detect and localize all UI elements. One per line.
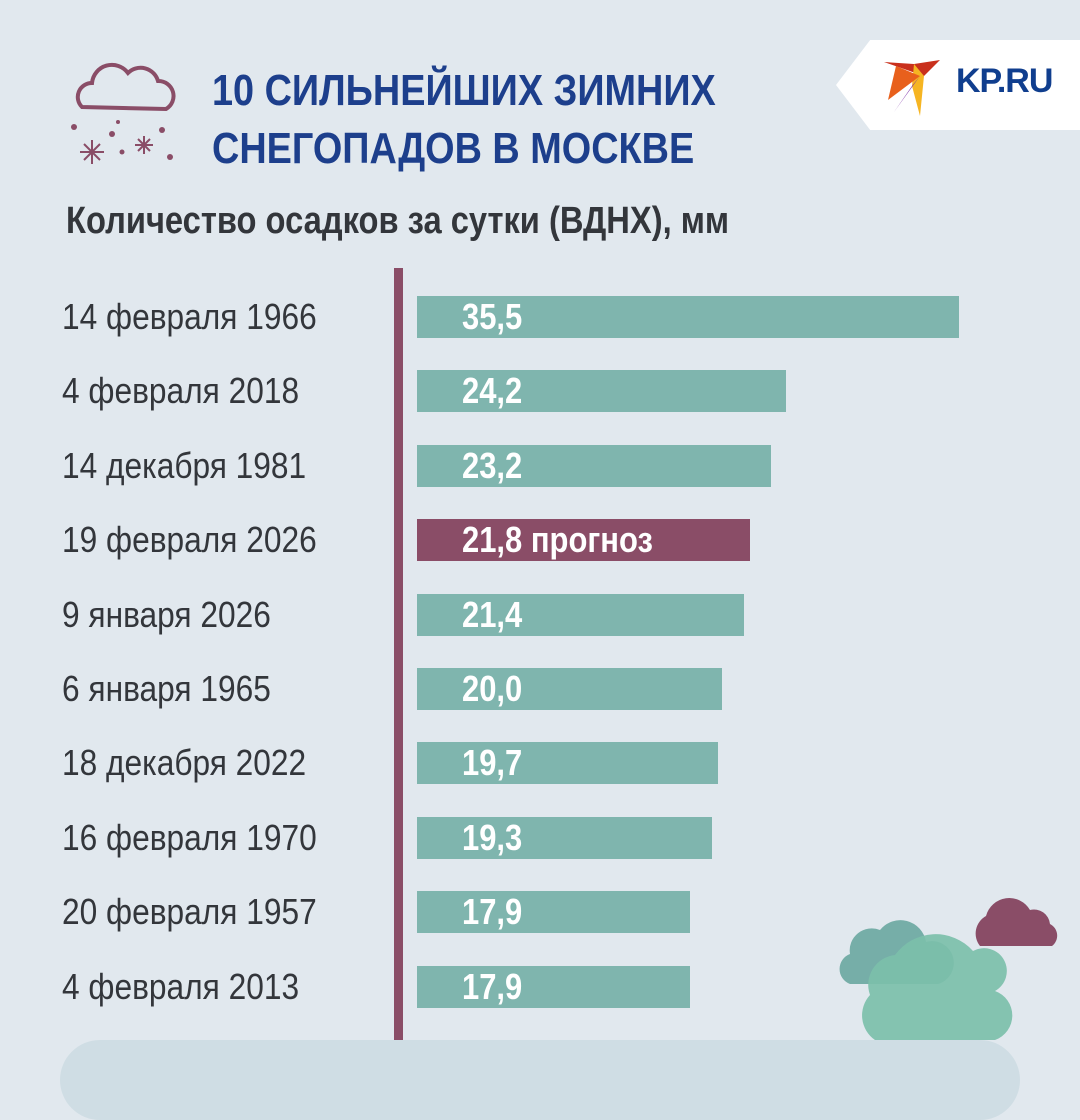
value-label: 21,8 прогноз — [462, 519, 653, 561]
page-title: 10 СИЛЬНЕЙШИХ ЗИМНИХ СНЕГОПАДОВ В МОСКВЕ — [212, 62, 716, 178]
logo-text: KP.RU — [956, 62, 1053, 100]
title-line-1: 10 СИЛЬНЕЙШИХ ЗИМНИХ — [212, 66, 716, 115]
category-label: 20 февраля 1957 — [62, 891, 317, 933]
value-label: 19,7 — [462, 742, 523, 784]
clouds-decoration — [820, 880, 1080, 1085]
snow-cloud-icon — [62, 52, 182, 182]
category-label: 14 декабря 1981 — [62, 444, 307, 486]
bar — [417, 965, 691, 1008]
bar — [417, 816, 712, 859]
category-label: 4 февраля 2013 — [62, 965, 300, 1007]
bar — [417, 593, 744, 636]
value-label: 35,5 — [462, 296, 523, 337]
value-label: 17,9 — [462, 891, 523, 933]
cloud-icon — [975, 898, 1058, 946]
value-label: 17,9 — [462, 965, 523, 1007]
value-label: 24,2 — [462, 370, 523, 412]
kp-logo[interactable]: KP.RU — [836, 40, 1080, 130]
category-label: 18 декабря 2022 — [62, 742, 307, 784]
bar — [417, 370, 787, 413]
footer-panel — [60, 1040, 1020, 1120]
value-label: 21,4 — [462, 593, 523, 635]
bar — [417, 742, 718, 785]
bar — [417, 296, 959, 338]
bar — [417, 444, 772, 487]
value-label: 23,2 — [462, 444, 523, 486]
bar — [417, 519, 750, 562]
axis-line — [394, 268, 403, 1080]
value-label: 19,3 — [462, 816, 523, 858]
bar — [417, 891, 691, 934]
chart-title: Количество осадков за сутки (ВДНХ), мм — [66, 200, 730, 242]
value-label: 20,0 — [462, 668, 523, 709]
category-label: 14 февраля 1966 — [62, 296, 317, 337]
category-label: 19 февраля 2026 — [62, 519, 317, 561]
category-label: 16 февраля 1970 — [62, 816, 317, 858]
bird-icon — [884, 60, 940, 116]
category-label: 4 февраля 2018 — [62, 370, 300, 412]
title-line-2: СНЕГОПАДОВ В МОСКВЕ — [212, 124, 695, 173]
bar — [417, 668, 723, 710]
category-label: 9 января 2026 — [62, 593, 271, 635]
cloud-icon — [862, 934, 1013, 1040]
category-label: 6 января 1965 — [62, 668, 271, 709]
